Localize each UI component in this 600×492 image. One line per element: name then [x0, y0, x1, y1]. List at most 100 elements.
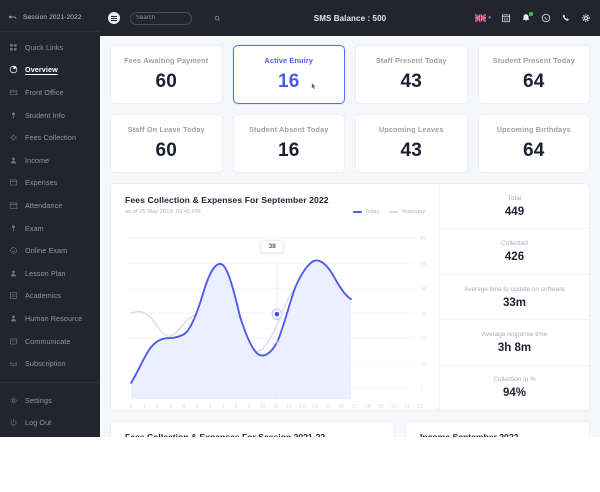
sidebar-item-label: Lesson Plan	[25, 268, 66, 278]
stat-card-student-absent-today[interactable]: Student Absent Today 16	[232, 114, 345, 173]
svg-text:30: 30	[421, 311, 427, 317]
stat-card-student-present-today[interactable]: Student Present Today 64	[477, 45, 590, 104]
svg-text:18: 18	[365, 404, 371, 410]
stat-row-value: 449	[504, 205, 525, 218]
stat-row-key: Collection in %	[493, 376, 536, 384]
stat-card-value: 60	[155, 140, 178, 161]
stat-row-total: Total 449	[440, 184, 589, 230]
chart-tooltip: 38	[260, 239, 284, 253]
stat-card-value: 16	[277, 71, 300, 92]
sidebar-item-exam[interactable]: Exam	[0, 217, 100, 240]
dashboard-app: Session 2021-2022 Quick Links Overview F…	[0, 0, 600, 437]
power-icon	[9, 418, 18, 427]
stat-row-value: 33m	[502, 296, 527, 309]
book-person-icon	[9, 269, 18, 278]
sidebar-item-front-office[interactable]: Front Office	[0, 81, 100, 104]
stat-row-key: Average time to update on software	[464, 285, 565, 293]
sidebar-item-label: Communicate	[25, 336, 71, 346]
sidebar-item-human-resource[interactable]: Human Resource	[0, 307, 100, 330]
svg-text:5: 5	[195, 404, 198, 410]
calendar-icon[interactable]	[501, 13, 511, 23]
sidebar-item-label: Student Info	[25, 110, 65, 120]
session-selector[interactable]: Session 2021-2022	[0, 4, 100, 32]
stat-card-row-2: Staff On Leave Today 60 Student Absent T…	[110, 114, 590, 173]
fees-collection-chart-panel: Fees Collection & Expenses For September…	[110, 183, 590, 411]
sidebar-item-label: Front Office	[25, 87, 64, 97]
grid-icon	[9, 43, 18, 52]
search-box[interactable]	[130, 11, 221, 25]
wallet-icon	[9, 178, 18, 187]
sidebar-item-online-exam[interactable]: Online Exam	[0, 239, 100, 262]
sidebar-item-quick-links[interactable]: Quick Links	[0, 36, 100, 59]
sidebar-item-overview[interactable]: Overview	[0, 59, 100, 82]
svg-text:19: 19	[378, 404, 384, 410]
sidebar-item-settings[interactable]: Settings	[0, 389, 100, 412]
svg-text:50: 50	[421, 261, 427, 267]
income-panel-title: Income September 2022	[420, 432, 519, 437]
search-input[interactable]	[136, 15, 214, 21]
crown-icon	[9, 359, 18, 368]
sidebar-item-log-out[interactable]: Log Out	[0, 412, 100, 435]
sidebar-item-fees-collection[interactable]: Fees Collection	[0, 126, 100, 149]
legend-item-yesterday[interactable]: Yesterday	[389, 209, 425, 215]
sidebar-item-income[interactable]: Income	[0, 149, 100, 172]
page-blank-area	[0, 437, 600, 492]
sidebar-item-communicate[interactable]: Communicate	[0, 330, 100, 353]
stat-row-value: 3h 8m	[497, 341, 532, 354]
legend-item-today[interactable]: Today	[352, 209, 379, 215]
sidebar-item-label: Quick Links	[25, 42, 64, 52]
svg-text:14: 14	[312, 404, 318, 410]
chart-title: Fees Collection & Expenses For September…	[125, 195, 329, 205]
back-arrow-icon	[8, 12, 18, 22]
sidebar-item-lesson-plan[interactable]: Lesson Plan	[0, 262, 100, 285]
whatsapp-icon[interactable]	[541, 13, 551, 23]
top-bar: SMS Balance : 500 ▾	[100, 0, 600, 36]
legend-swatch	[389, 211, 399, 213]
stat-card-upcoming-leaves[interactable]: Upcoming Leaves 43	[355, 114, 468, 173]
stat-card-value: 16	[277, 140, 300, 161]
stat-card-title: Student Absent Today	[248, 125, 329, 134]
stat-card-value: 43	[400, 140, 423, 161]
sidebar-item-label: Attendance	[25, 200, 63, 210]
svg-text:2: 2	[156, 404, 159, 410]
menu-toggle-icon[interactable]	[108, 12, 120, 24]
svg-text:12: 12	[286, 404, 292, 410]
stat-card-staff-on-leave-today[interactable]: Staff On Leave Today 60	[110, 114, 223, 173]
people-icon	[9, 314, 18, 323]
sidebar-item-subscription[interactable]: Subscription	[0, 352, 100, 375]
stat-card-title: Staff Present Today	[375, 56, 447, 65]
stat-card-value: 43	[400, 71, 423, 92]
stat-card-title: Active Enuiry	[264, 56, 314, 65]
stat-card-active-enquiry[interactable]: Active Enuiry 16	[232, 45, 345, 104]
sidebar-item-academics[interactable]: Academics	[0, 285, 100, 308]
person-icon	[9, 156, 18, 165]
sidebar-item-student-info[interactable]: Student Info	[0, 104, 100, 127]
svg-text:16: 16	[339, 404, 345, 410]
dashboard-content: Fees Awaiting Payment 60 Active Enuiry 1…	[100, 36, 600, 437]
language-selector[interactable]: ▾	[475, 9, 491, 27]
stat-row-avg-update-time: Average time to update on software 33m	[440, 275, 589, 321]
gear-icon[interactable]	[581, 13, 591, 23]
bell-icon[interactable]	[521, 12, 533, 23]
stat-card-fees-awaiting-payment[interactable]: Fees Awaiting Payment 60	[110, 45, 223, 104]
stat-card-upcoming-birthdays[interactable]: Upcoming Birthdays 64	[477, 114, 590, 173]
session-fees-panel-title: Fees Collection & Expenses For Session 2…	[125, 432, 326, 437]
chevron-down-icon: ▾	[488, 14, 491, 21]
sidebar-item-attendance[interactable]: Attendance	[0, 194, 100, 217]
chart-svg: 60 50 40 30 20 10 0 012 345	[125, 236, 427, 410]
series-today-area	[131, 260, 351, 400]
exam-icon	[9, 224, 18, 233]
sidebar-item-label: Expenses	[25, 178, 58, 188]
income-panel: Income September 2022	[405, 421, 590, 437]
sidebar-item-label: Overview	[25, 65, 58, 75]
sidebar-item-expenses[interactable]: Expenses	[0, 172, 100, 195]
stat-card-title: Upcoming Leaves	[378, 125, 444, 134]
stat-card-staff-present-today[interactable]: Staff Present Today 43	[355, 45, 468, 104]
pie-chart-icon	[9, 65, 18, 74]
phone-icon[interactable]	[561, 13, 571, 23]
svg-text:17: 17	[352, 404, 358, 410]
top-bar-icons: ▾	[475, 9, 591, 27]
sidebar-item-label: Academics	[25, 291, 62, 301]
